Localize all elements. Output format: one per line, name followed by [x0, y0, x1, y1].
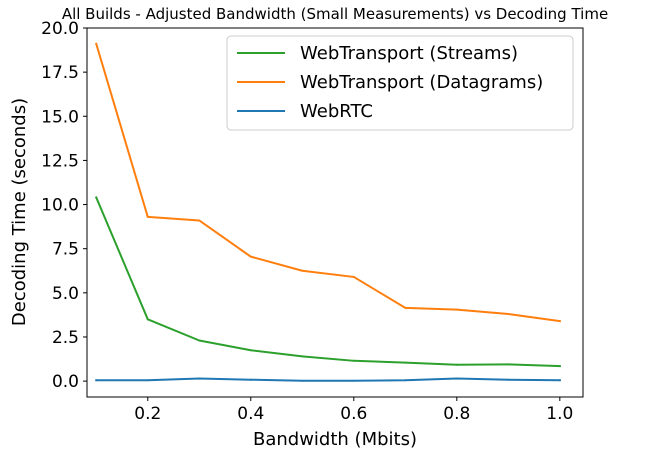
y-axis-label: Decoding Time (seconds)	[9, 98, 30, 326]
legend-label: WebTransport (Streams)	[300, 43, 518, 64]
legend-item: WebRTC	[237, 101, 373, 122]
y-tick-label: 20.0	[41, 19, 79, 39]
x-tick-label: 0.4	[237, 404, 264, 424]
legend-label: WebRTC	[300, 101, 373, 122]
data-point	[198, 339, 201, 342]
legend-box	[226, 35, 574, 131]
x-axis-label: Bandwidth (Mbits)	[253, 429, 417, 450]
legend: WebTransport (Streams) WebTransport (Data…	[226, 35, 574, 131]
data-point	[455, 363, 458, 366]
axes: 0.2 0.4 0.6 0.8 1.0 0.0 2.5 5.0 7.5 10.0 12.5 15.0 1…	[41, 19, 584, 424]
data-point	[301, 355, 304, 358]
data-point	[352, 275, 355, 278]
data-point	[404, 306, 407, 309]
chart-title: All Builds - Adjusted Bandwidth (Small M…	[62, 5, 608, 23]
series-line	[95, 377, 561, 382]
data-point	[95, 379, 98, 382]
data-point	[198, 219, 201, 222]
data-point	[95, 42, 98, 45]
y-tick-label: 10.0	[41, 196, 79, 216]
data-point	[507, 363, 510, 366]
series-line	[94, 196, 561, 368]
data-point	[301, 379, 304, 382]
x-tick-label: 0.8	[443, 404, 470, 424]
data-point	[249, 349, 252, 352]
data-point	[249, 255, 252, 258]
data-point	[507, 313, 510, 316]
data-point	[352, 379, 355, 382]
axes-frame	[86, 27, 584, 398]
series-layer	[94, 42, 561, 382]
x-tick-label: 1.0	[546, 404, 573, 424]
y-tick-label: 5.0	[52, 284, 79, 304]
data-point	[404, 379, 407, 382]
data-point	[455, 308, 458, 311]
y-tick-label: 12.5	[41, 151, 79, 171]
y-tick-label: 7.5	[52, 240, 79, 260]
legend-item: WebTransport (Datagrams)	[237, 72, 543, 93]
y-tick-label: 17.5	[41, 63, 79, 83]
series-line	[95, 42, 561, 323]
series-2	[95, 42, 561, 323]
data-point	[146, 318, 149, 321]
data-point	[558, 320, 561, 323]
data-point	[352, 359, 355, 362]
data-point	[404, 361, 407, 364]
x-tick-label: 0.2	[134, 404, 161, 424]
data-point	[95, 196, 98, 199]
data-point	[146, 215, 149, 218]
data-point	[249, 378, 252, 381]
data-point	[146, 379, 149, 382]
y-tick-label: 2.5	[52, 328, 79, 348]
series-1	[94, 196, 561, 368]
data-point	[198, 377, 201, 380]
data-point	[455, 377, 458, 380]
data-point	[507, 378, 510, 381]
series-3	[95, 377, 561, 382]
x-tick-label: 0.6	[340, 404, 367, 424]
legend-item: WebTransport (Streams)	[237, 43, 518, 64]
data-point	[558, 365, 561, 368]
y-tick-label: 15.0	[41, 107, 79, 127]
legend-label: WebTransport (Datagrams)	[300, 72, 543, 93]
data-point	[558, 379, 561, 382]
data-point	[301, 269, 304, 272]
y-tick-label: 0.0	[52, 372, 79, 392]
